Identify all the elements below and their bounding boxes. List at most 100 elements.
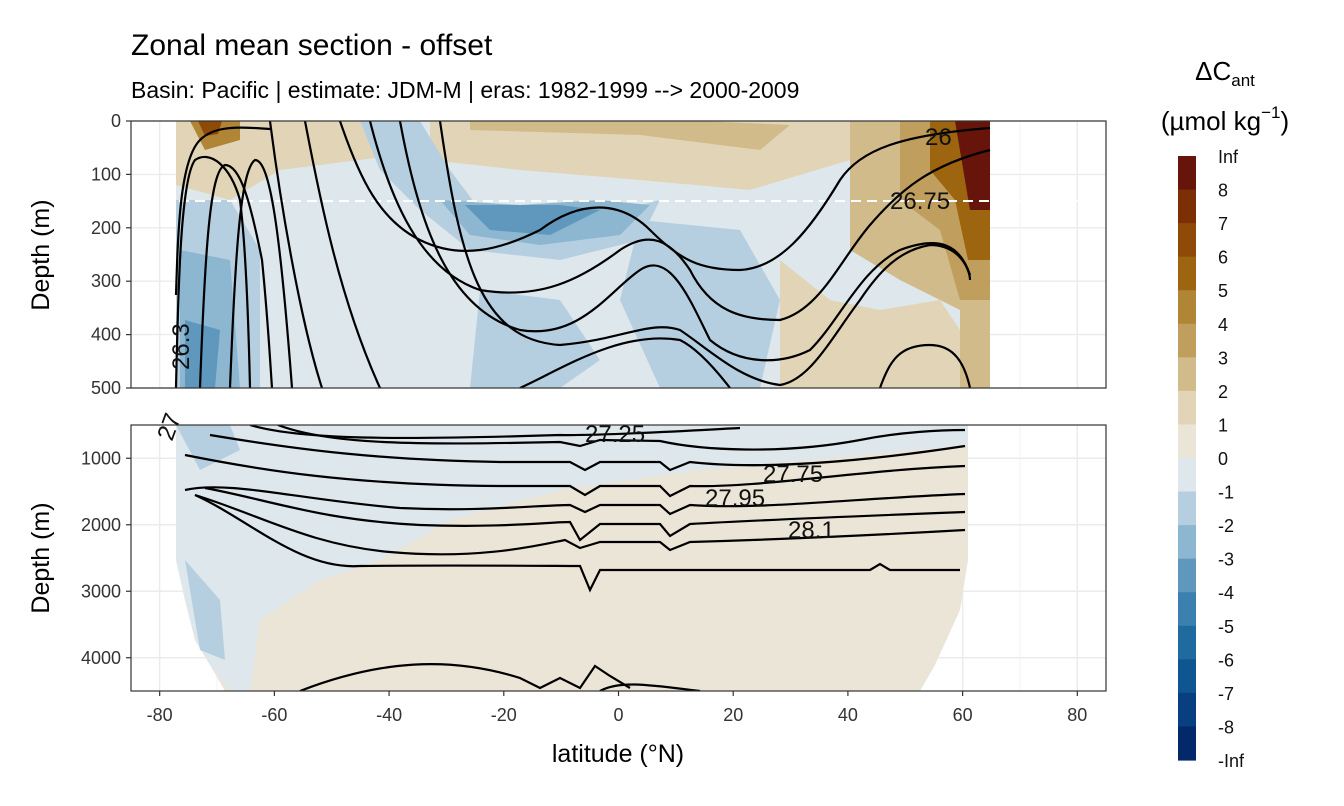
x-tick-label: 40: [838, 705, 858, 725]
colorbar-swatch: [1178, 223, 1196, 258]
x-tick-label: 80: [1067, 705, 1087, 725]
colorbar-swatch: [1178, 256, 1196, 291]
contour-line: [277, 425, 966, 451]
colorbar-swatch: [1178, 357, 1196, 392]
colorbar-swatch: [1178, 692, 1196, 728]
x-axis: -80 -60 -40 -20 0 20 40 60 80: [147, 691, 1087, 725]
contour-line: [338, 121, 991, 272]
colorbar-label: 5: [1218, 281, 1228, 301]
colorbar-label: -1: [1218, 483, 1234, 503]
contour-line: [174, 126, 271, 296]
colorbar-swatch: [1178, 625, 1196, 660]
y-tick-label: 4000: [81, 648, 121, 668]
contour-label-27-75: 27.75: [763, 461, 823, 488]
x-axis-label: latitude (°N): [552, 740, 684, 768]
colorbar-label: 2: [1218, 382, 1228, 402]
contour-line: [368, 121, 991, 322]
contour-label-26-75: 26.75: [890, 188, 950, 215]
field-negative-south-stronger: [185, 320, 220, 388]
upper-panel-border: [130, 120, 1107, 389]
y-tick-label: 200: [91, 218, 121, 238]
contour-line: [398, 121, 972, 362]
colorbar-label: 3: [1218, 348, 1228, 368]
colorbar-swatch: [1178, 558, 1196, 593]
contour-label-27-95: 27.95: [705, 485, 765, 512]
field-negative-south-deep: [185, 560, 225, 660]
colorbar-label: -7: [1218, 684, 1234, 704]
contour-line: [184, 453, 966, 498]
colorbar-label: 8: [1218, 181, 1228, 201]
field-positive-north-deep: [780, 260, 960, 388]
x-tick-label: 20: [723, 705, 743, 725]
colorbar-label: -4: [1218, 583, 1234, 603]
colorbar-swatch: [1178, 491, 1196, 526]
colorbar-label: 6: [1218, 248, 1228, 268]
y-tick-label: 100: [91, 164, 121, 184]
contour-line: [204, 486, 966, 542]
colorbar-swatch: [1178, 290, 1196, 325]
colorbar-swatches: [1178, 156, 1196, 761]
contour-label-27-25: 27.25: [585, 421, 645, 448]
y-tick-label: 500: [91, 378, 121, 398]
y-tick-label: 300: [91, 271, 121, 291]
colorbar-swatch: [1178, 424, 1196, 459]
colorbar-label: -5: [1218, 617, 1234, 637]
field-negative-mid-stronger: [465, 205, 600, 235]
colorbar-labels: Inf 8 7 6 5 4 3 2 1 0 -1 -2 -3 -4 -5 -6 -7 -8 -Inf: [1218, 147, 1245, 771]
contour-line: [174, 155, 252, 388]
contour-line: [268, 121, 324, 388]
colorbar-label: -Inf: [1218, 751, 1245, 771]
lower-y-axis: 1000 2000 3000 4000: [81, 448, 131, 668]
contour-line: [194, 493, 966, 556]
colorbar-unit: (µmol kg−1): [1161, 103, 1289, 136]
contour-line: [249, 425, 741, 440]
lower-y-axis-label: Depth (m): [27, 502, 55, 613]
x-tick-label: 60: [953, 705, 973, 725]
field-positive-surface-strong: [470, 121, 790, 150]
contour-line: [599, 683, 701, 691]
colorbar-label: Inf: [1218, 147, 1239, 167]
upper-y-axis: 0 100 200 300 400 500: [91, 111, 131, 398]
contour-line: [209, 433, 966, 472]
field-negative-weak: [176, 425, 968, 691]
contour-line: [438, 121, 972, 387]
contour-line: [194, 493, 960, 593]
colorbar-swatch: [1178, 189, 1196, 224]
colorbar-label: 7: [1218, 214, 1228, 234]
x-tick-label: -80: [147, 705, 173, 725]
colorbar-swatch: [1178, 156, 1196, 191]
colorbar-label: 0: [1218, 449, 1228, 469]
field-positive-south-core: [198, 121, 222, 136]
colorbar-label: -8: [1218, 717, 1234, 737]
colorbar-label: -3: [1218, 550, 1234, 570]
upper-y-axis-label: Depth (m): [27, 199, 55, 310]
colorbar-swatch: [1178, 323, 1196, 358]
chart-title: Zonal mean section - offset: [131, 29, 493, 62]
field-negative-equator: [620, 220, 780, 388]
contour-line: [184, 486, 966, 516]
lower-density-contours: [184, 425, 966, 691]
contour-label-28-1: 28.1: [788, 517, 835, 544]
upper-field: [176, 121, 990, 388]
colorbar-label: -2: [1218, 516, 1234, 536]
y-tick-label: 2000: [81, 515, 121, 535]
colorbar: ΔCant (µmol kg−1) Inf 8 7 6 5 4 3 2 1 0 -1 -2 -3 -4 -5…: [1161, 56, 1289, 771]
y-tick-label: 0: [111, 111, 121, 131]
x-tick-label: -40: [376, 705, 402, 725]
contour-line: [198, 163, 274, 388]
y-tick-label: 400: [91, 325, 121, 345]
x-tick-label: -60: [261, 705, 287, 725]
x-tick-label: 0: [613, 705, 623, 725]
contour-label-26: 26: [925, 124, 952, 151]
colorbar-swatch: [1178, 659, 1196, 694]
x-tick-label: -20: [491, 705, 517, 725]
colorbar-label: -6: [1218, 650, 1234, 670]
colorbar-title: ΔCant: [1195, 56, 1255, 90]
contour-label-26-3: 26.3: [168, 323, 195, 370]
contour-line: [519, 337, 731, 388]
colorbar-swatch: [1178, 726, 1196, 761]
contour-line: [299, 663, 631, 691]
colorbar-swatch: [1178, 592, 1196, 627]
chart-subtitle: Basin: Pacific | estimate: JDM-M | eras:…: [131, 77, 799, 103]
